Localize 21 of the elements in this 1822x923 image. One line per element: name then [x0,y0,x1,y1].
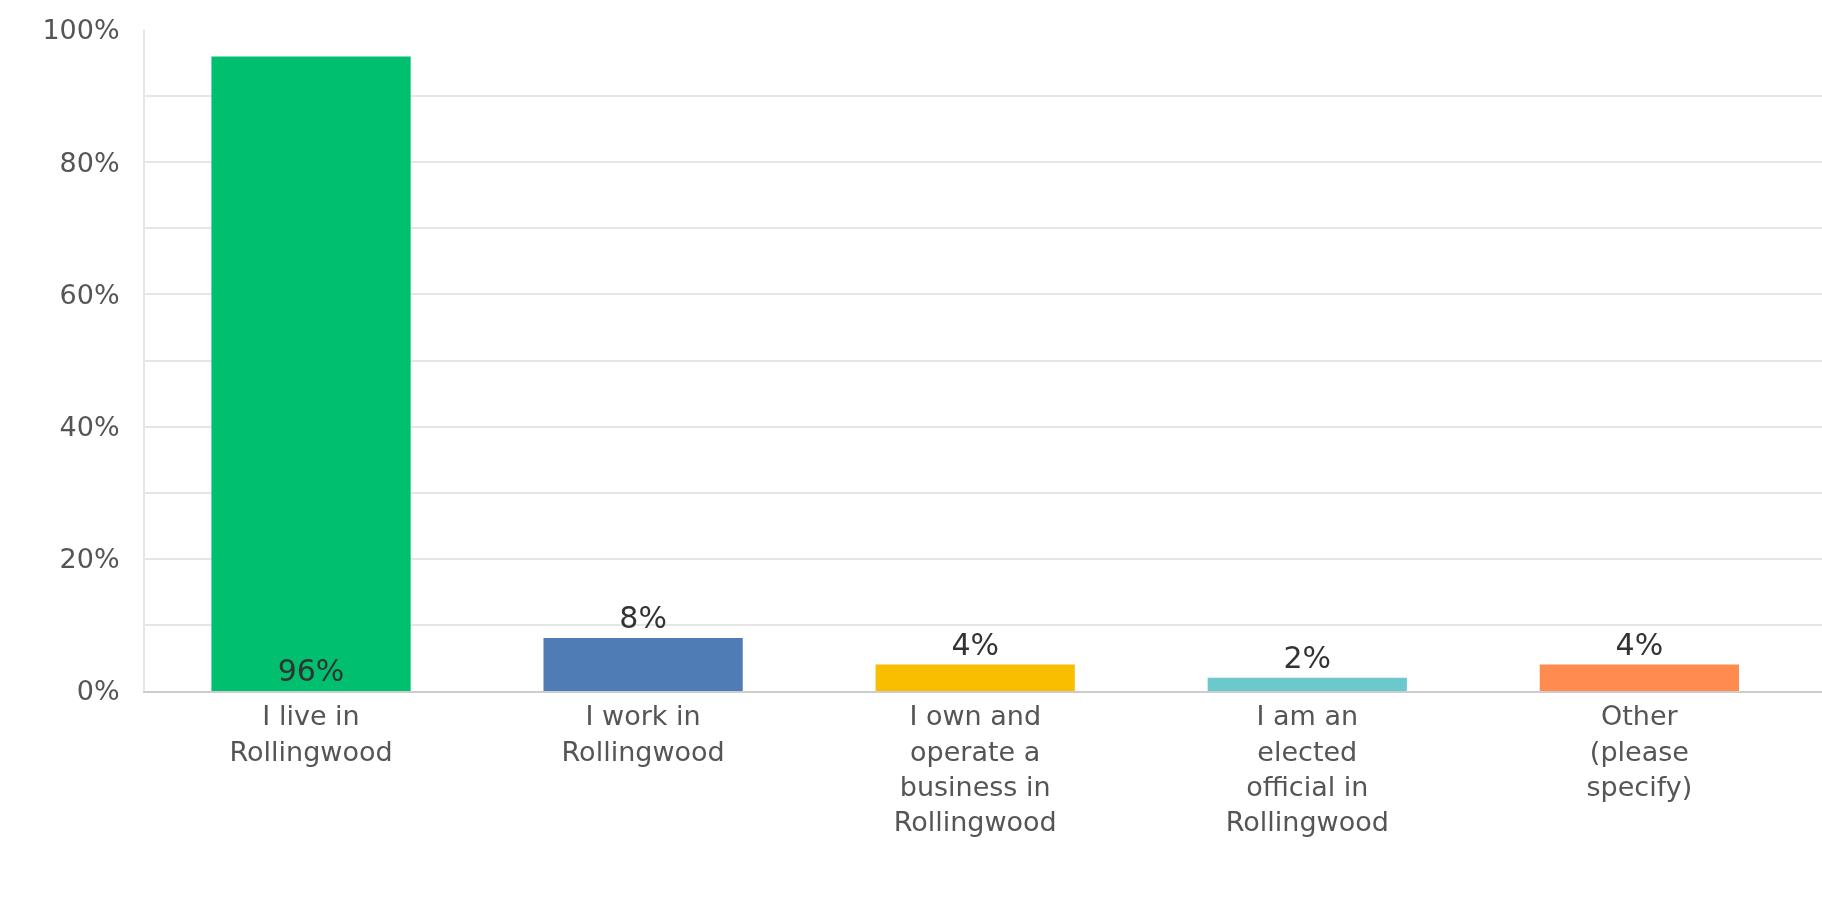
x-tick-label: I live in Rollingwood [229,700,393,767]
bar [543,638,743,691]
x-tick-label: I am an elected official in Rollingwood [1225,700,1389,837]
x-tick-label: I work in Rollingwood [561,700,725,767]
x-tick-label: I own and operate a business in Rollingwood [893,700,1057,837]
x-tick-label: Other (please specify) [1586,700,1693,802]
y-tick-label: 60% [59,278,120,310]
bar [1207,677,1407,691]
y-tick-label: 100% [42,14,120,46]
bar [875,664,1075,691]
data-label: 2% [1283,639,1332,675]
data-label: 96% [277,653,345,688]
bar [211,56,411,691]
data-label: 4% [951,626,999,662]
y-tick-label: 40% [59,411,120,443]
y-tick-label: 20% [59,543,120,575]
data-label: 4% [1615,626,1664,662]
y-tick-label: 0% [76,675,120,707]
bar [1539,664,1739,691]
data-label: 8% [619,600,667,636]
y-tick-label: 80% [59,146,120,178]
